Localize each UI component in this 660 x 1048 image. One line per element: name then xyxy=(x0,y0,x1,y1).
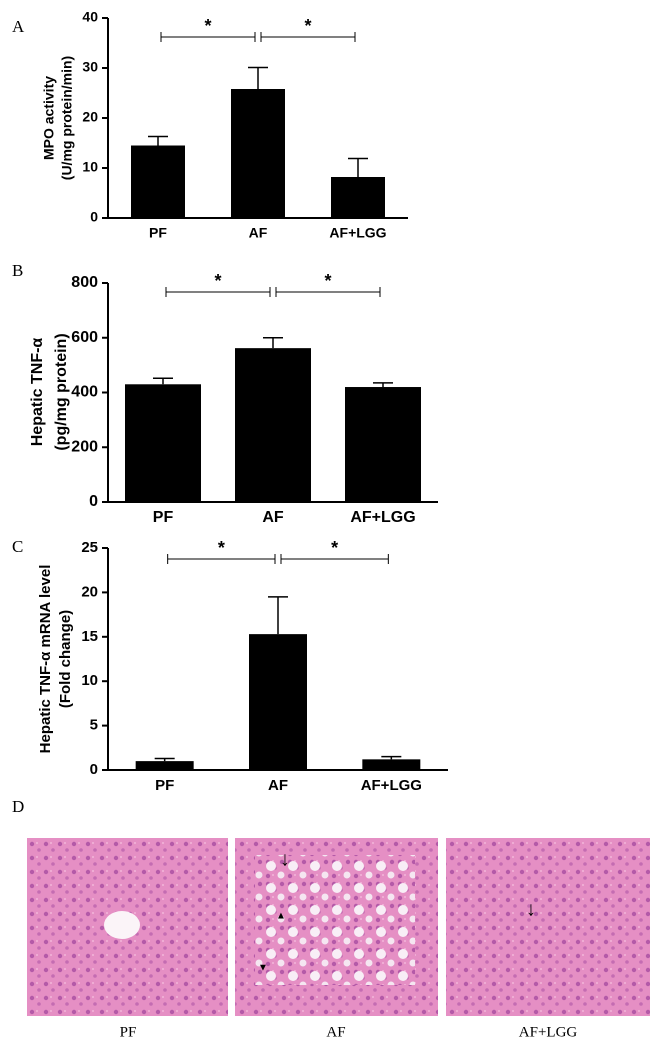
x-tick-label: AF xyxy=(249,225,268,241)
y-tick-label: 40 xyxy=(82,9,98,25)
y-tick-label: 10 xyxy=(82,159,98,175)
y-tick-label: 20 xyxy=(81,583,98,600)
y-tick-label: 25 xyxy=(81,539,98,556)
error-bar xyxy=(373,382,393,388)
image-label: AF+LGG xyxy=(519,1024,578,1040)
y-axis-label: (pg/mg protein) xyxy=(53,333,70,450)
significance-marker: * xyxy=(331,538,338,558)
bar xyxy=(249,634,307,770)
y-tick-label: 0 xyxy=(90,209,98,225)
significance-bracket xyxy=(160,32,256,42)
error-bar xyxy=(348,157,368,177)
x-tick-label: AF xyxy=(262,509,284,526)
error-bar xyxy=(268,596,288,635)
y-tick-label: 0 xyxy=(90,761,98,778)
panel-label: B xyxy=(12,261,23,280)
significance-bracket xyxy=(280,554,389,564)
significance-marker: * xyxy=(204,16,211,36)
y-tick-label: 15 xyxy=(81,628,98,645)
panel-label: A xyxy=(12,17,25,36)
y-axis-label: (U/mg protein/min) xyxy=(59,56,75,180)
panel-label: C xyxy=(12,537,23,556)
image-label: PF xyxy=(120,1024,137,1040)
bar xyxy=(231,89,285,218)
central-vein xyxy=(104,911,140,939)
y-axis-label: (Fold change) xyxy=(57,610,74,708)
y-tick-label: 30 xyxy=(82,59,98,75)
x-tick-label: AF+LGG xyxy=(361,777,422,794)
y-tick-label: 0 xyxy=(89,493,98,510)
image-label: AF xyxy=(326,1024,345,1040)
error-bar xyxy=(381,755,402,760)
x-tick-label: PF xyxy=(155,777,174,794)
y-tick-label: 20 xyxy=(82,109,98,125)
error-bar xyxy=(153,377,173,385)
y-tick-label: 10 xyxy=(81,672,98,689)
error-bar xyxy=(154,757,175,762)
arrow-marker: ↓ xyxy=(280,848,290,870)
panel-label: D xyxy=(12,797,24,816)
error-bar xyxy=(263,337,283,349)
y-axis-label: Hepatic TNF-α mRNA level xyxy=(37,565,54,754)
x-tick-label: AF xyxy=(268,777,288,794)
significance-marker: * xyxy=(304,16,311,36)
error-bar xyxy=(148,135,168,146)
x-tick-label: PF xyxy=(153,509,174,526)
bar xyxy=(135,761,194,770)
arrowhead-marker: ▼ xyxy=(258,963,268,974)
steatosis-region xyxy=(255,855,415,985)
significance-bracket xyxy=(260,32,356,42)
arrow-marker: ↓ xyxy=(526,898,536,920)
significance-marker: * xyxy=(214,271,221,291)
x-tick-label: AF+LGG xyxy=(350,509,415,526)
y-tick-label: 400 xyxy=(71,384,98,401)
significance-marker: * xyxy=(324,271,331,291)
significance-bracket xyxy=(275,287,381,297)
bar xyxy=(131,145,185,218)
x-tick-label: PF xyxy=(149,225,167,241)
bar xyxy=(362,759,421,770)
x-tick-label: AF+LGG xyxy=(329,225,386,241)
y-tick-label: 600 xyxy=(71,329,98,346)
bar xyxy=(125,384,201,502)
histology-image xyxy=(446,838,650,1016)
y-axis-label: Hepatic TNF-α xyxy=(29,338,46,447)
bar xyxy=(235,348,311,502)
y-tick-label: 800 xyxy=(71,274,98,291)
histology-images: ↓ ▲ ▼ ↓ xyxy=(27,838,650,1016)
error-bar xyxy=(248,66,268,89)
bar xyxy=(345,387,421,502)
bar xyxy=(331,177,385,218)
significance-marker: * xyxy=(218,538,225,558)
significance-bracket xyxy=(167,554,276,564)
y-axis-label: MPO activity xyxy=(41,76,57,160)
significance-bracket xyxy=(165,287,271,297)
y-tick-label: 5 xyxy=(90,717,98,734)
arrowhead-marker: ▲ xyxy=(276,911,286,922)
y-tick-label: 200 xyxy=(71,438,98,455)
